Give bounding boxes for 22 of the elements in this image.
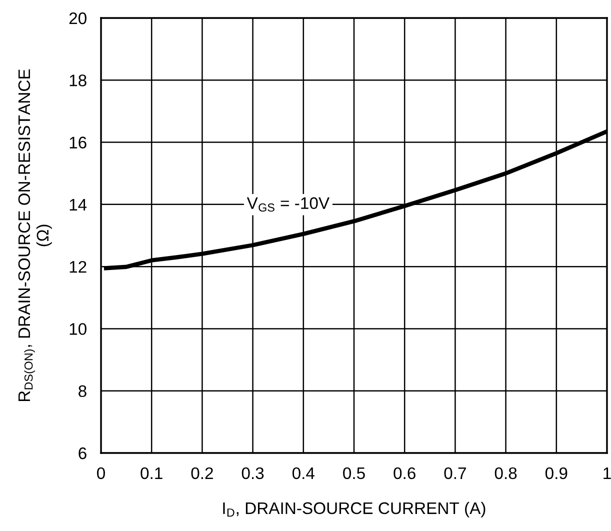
x-tick-label: 0	[97, 467, 105, 480]
x-tick-label: 0.4	[292, 467, 314, 480]
y-tick-label: 20	[69, 12, 86, 24]
y-axis-title: R$_{DS(ON)}$, DRAIN-SOURCE ON-RESISTANCE (Ω)	[18, 69, 52, 402]
y-tick-label: 16	[70, 136, 86, 148]
y-tick-label: 12	[70, 260, 86, 273]
x-tick-label: 0.2	[191, 467, 213, 480]
annotation: V$_{GS}$ = -10V	[246, 197, 330, 212]
x-tick-label: 0.7	[444, 467, 466, 480]
x-tick-label: 0.9	[545, 467, 568, 480]
x-tick-label: 0.6	[394, 467, 416, 480]
y-tick-label: 10	[70, 323, 86, 335]
x-tick-label: 0.8	[494, 467, 517, 480]
x-tick-label: 0.1	[140, 467, 162, 480]
x-tick-label: 0.5	[343, 467, 365, 480]
y-tick-label: 14	[70, 199, 87, 210]
y-tick-label: 6	[78, 447, 86, 460]
x-tick-label: 1	[604, 468, 611, 479]
x-axis-title: I$_{D}$, DRAIN-SOURCE CURRENT (A)	[223, 502, 486, 518]
y-tick-label: 18	[70, 74, 86, 86]
x-tick-label: 0.3	[242, 467, 264, 480]
y-tick-label: 8	[78, 385, 86, 398]
